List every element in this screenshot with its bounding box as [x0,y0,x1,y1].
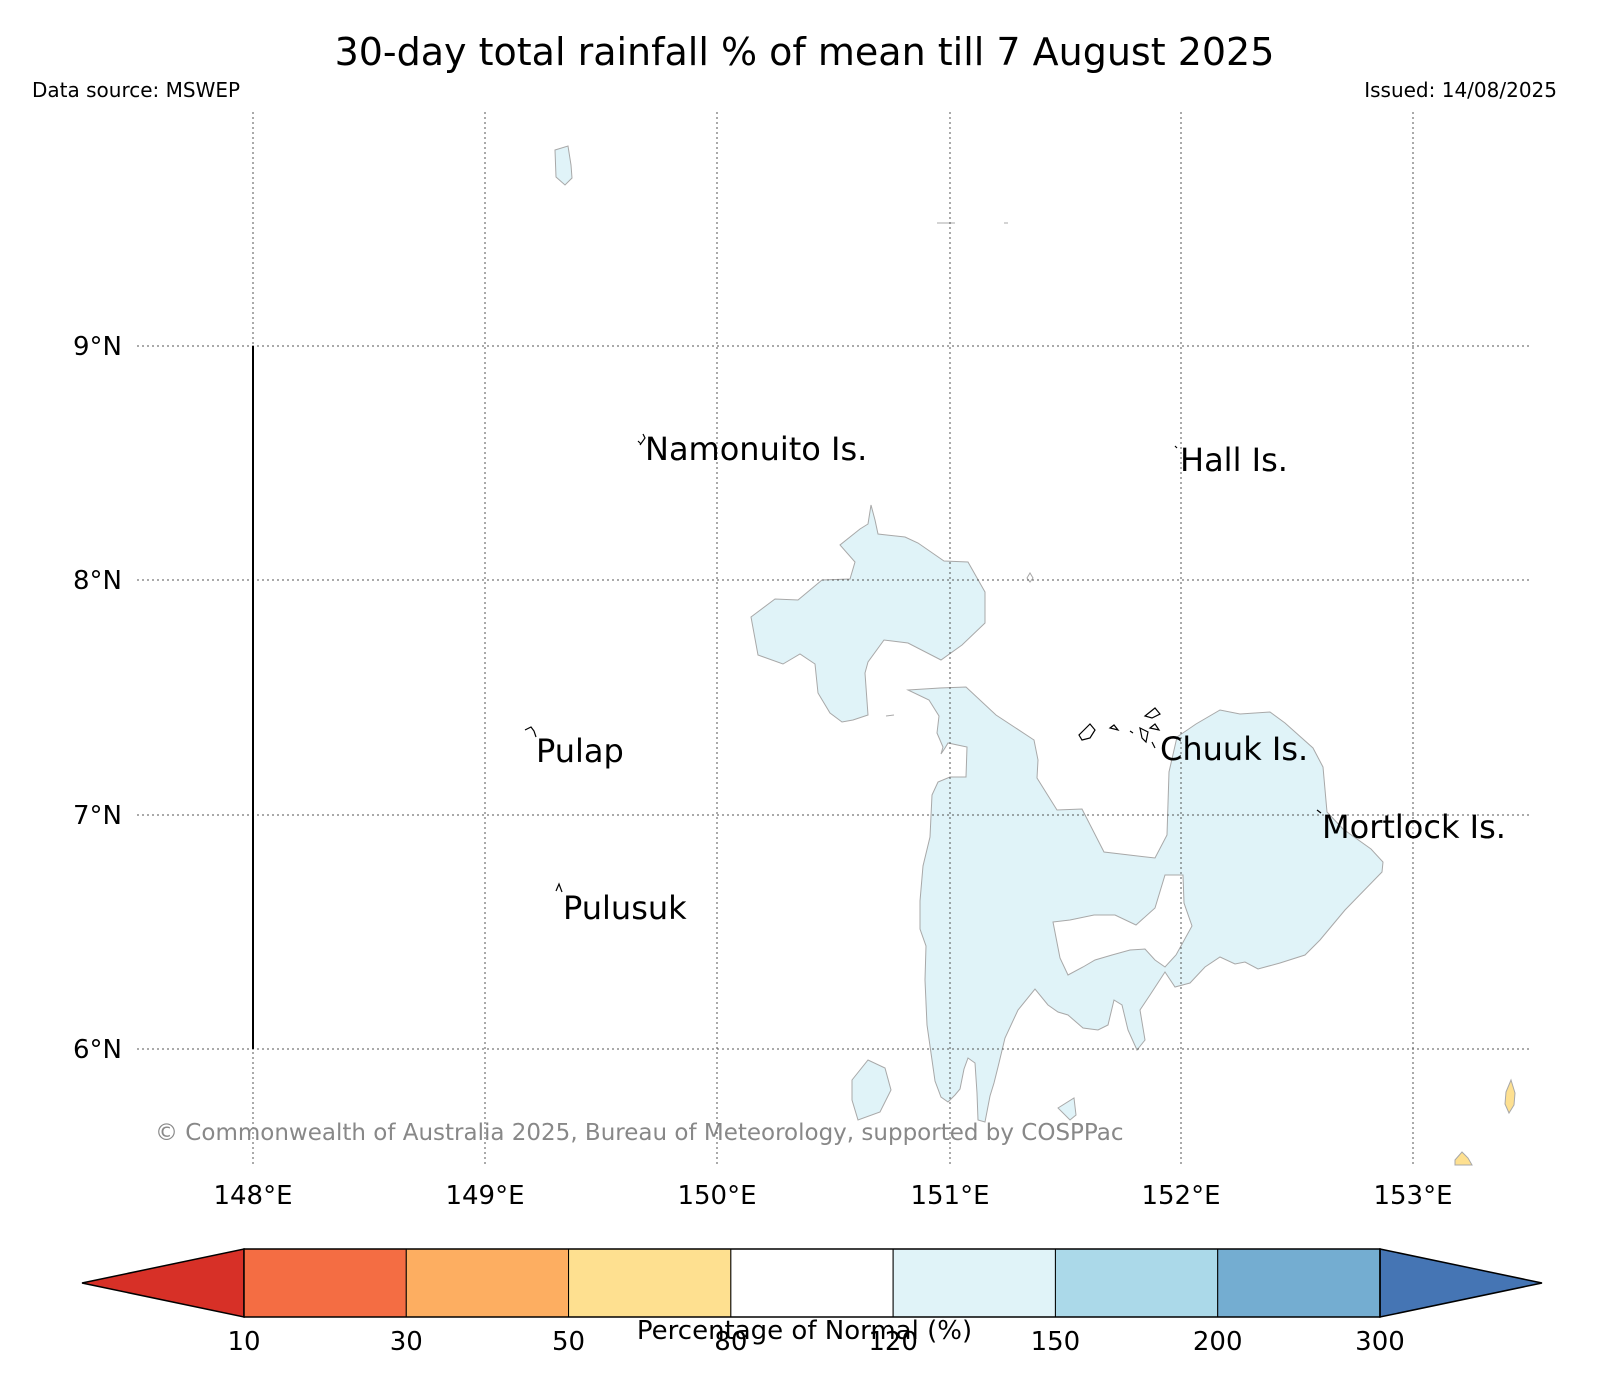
rainfall-regions [554,145,1516,1166]
lat-tick-label: 6°N [73,1035,122,1065]
lon-tick-label: 152°E [1141,1181,1220,1211]
island-pulap [524,726,537,738]
colorbar-segment [730,1248,894,1318]
colorbar-tick-label: 10 [227,1327,260,1357]
copyright-notice: © Commonwealth of Australia 2025, Bureau… [155,1120,1124,1146]
colorbar-segment [243,1248,407,1318]
lon-tick-label: 148°E [213,1181,292,1211]
colorbar-segment [892,1248,1056,1318]
colorbar-tick-label: 120 [868,1327,918,1357]
island-outlines [524,433,1322,893]
lon-tick-label: 150°E [677,1181,756,1211]
place-label-pulap: Pulap [536,732,624,770]
data-source-note: Data source: MSWEP [32,78,241,102]
island-chuuk-lagoon [1078,707,1161,749]
colorbar-tick-label: 300 [1355,1327,1405,1357]
colorbar-label: Percentage of Normal (%) [636,1316,973,1346]
lon-axis-labels: 148°E 149°E 150°E 151°E 152°E 153°E [213,1181,1452,1211]
lon-tick-label: 149°E [445,1181,524,1211]
place-labels: Namonuito Is. Hall Is. Pulap Chuuk Is. M… [536,430,1506,927]
region-speck-2 [1026,572,1034,583]
colorbar-segment [568,1248,732,1318]
colorbar-frame [243,1248,1381,1318]
colorbar: 10 30 50 80 120 150 200 300 [81,1248,1543,1357]
region-south-small [1057,1097,1077,1121]
place-label-hall: Hall Is. [1180,441,1288,479]
colorbar-segments [243,1248,1381,1318]
island-hall [1174,445,1178,449]
lon-tick-label: 153°E [1373,1181,1452,1211]
place-label-mortlock: Mortlock Is. [1322,808,1506,846]
place-label-pulusuk: Pulusuk [563,889,687,927]
island-pulusuk [555,882,563,893]
lat-tick-label: 7°N [73,801,122,831]
island-mortlock [1316,809,1322,814]
lat-tick-label: 8°N [73,566,122,596]
island-namonuito [637,433,646,446]
colorbar-segment [1054,1248,1219,1318]
gridlines [137,112,1530,1165]
region-dry-south [1454,1151,1473,1166]
lon-tick-label: 151°E [910,1181,989,1211]
map-title: 30-day total rainfall % of mean till 7 A… [334,30,1275,74]
region-main-blob [906,686,1384,1123]
lat-tick-label: 9°N [73,332,122,362]
region-hole [1052,874,1193,976]
colorbar-segment [405,1248,570,1318]
colorbar-tick-label: 80 [714,1327,747,1357]
place-label-chuuk: Chuuk Is. [1160,730,1308,768]
region-dry-east [1504,1078,1516,1115]
colorbar-high-extend [1379,1248,1543,1318]
colorbar-tick-label: 30 [390,1327,423,1357]
lat-axis-labels: 9°N 8°N 7°N 6°N [73,332,122,1065]
region-south-blob [851,1059,892,1121]
colorbar-tick-labels: 10 30 50 80 120 150 200 300 [227,1327,1404,1357]
colorbar-tick-label: 150 [1031,1327,1081,1357]
colorbar-tick-label: 50 [552,1327,585,1357]
colorbar-low-extend [81,1248,245,1318]
region-north-blob [750,504,986,723]
region-small-island-n [554,145,573,186]
colorbar-segment [1217,1248,1381,1318]
issued-date: Issued: 14/08/2025 [1364,78,1557,102]
region-speck-3 [885,714,895,717]
colorbar-tick-label: 200 [1193,1327,1243,1357]
place-label-namonuito: Namonuito Is. [645,430,867,468]
